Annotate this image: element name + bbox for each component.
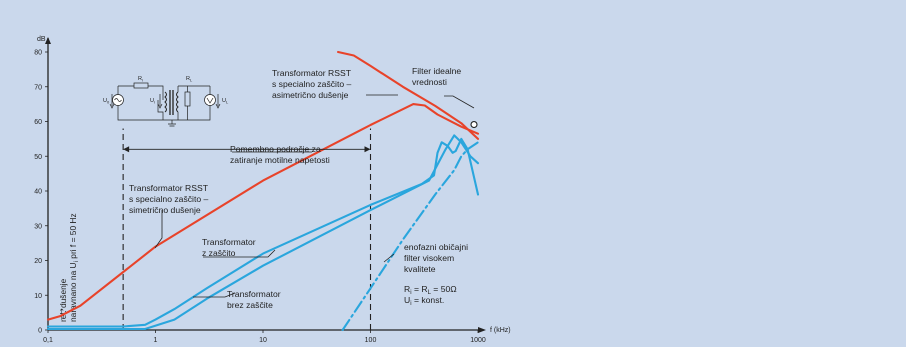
y-tick-label: 80 bbox=[34, 50, 42, 57]
y-side-label-line2: naravnano na U bbox=[68, 262, 78, 322]
circuit-left-wire bbox=[118, 85, 164, 120]
y-side-label-sub: i bbox=[74, 261, 80, 262]
x-ticks: 0,1 1 10 100 1000 bbox=[43, 330, 486, 344]
leader-lines bbox=[154, 94, 475, 298]
resistor-ri bbox=[133, 82, 149, 89]
series-line-5 bbox=[341, 141, 480, 332]
series-line-3 bbox=[46, 137, 480, 328]
ann-voltage-equation: Ui = konst. bbox=[404, 295, 444, 307]
x-tick-label: 1 bbox=[154, 337, 158, 344]
series-line-2 bbox=[337, 50, 480, 140]
series-line-4 bbox=[46, 134, 480, 331]
meter-ul bbox=[204, 94, 216, 106]
label-u0: U0 bbox=[103, 98, 110, 105]
label-rl: RL bbox=[186, 76, 193, 83]
source-u0-wave bbox=[114, 98, 122, 102]
range-arrow-left-head bbox=[123, 146, 130, 153]
y-axis-side-label-2: naravnano na Ui pri f = 50 Hz bbox=[68, 213, 80, 322]
y-tick-label: 40 bbox=[34, 189, 42, 196]
range-markers bbox=[122, 128, 372, 330]
ann-important-range: Pomembno področje za zatiranje motilne n… bbox=[230, 144, 330, 165]
series-line-1 bbox=[46, 103, 480, 321]
transformer-primary-coil bbox=[164, 91, 167, 113]
label-ul: UL bbox=[222, 98, 229, 105]
y-tick-label: 60 bbox=[34, 119, 42, 126]
ann-resistor-equation: Ri = RL = 50Ω bbox=[404, 284, 457, 296]
ann-rsst-sym: Transformator RSST s specialno zaščito –… bbox=[129, 183, 211, 215]
leader-single-phase bbox=[383, 253, 395, 263]
leader-ideal-filter bbox=[444, 95, 475, 109]
y-tick-label: 30 bbox=[34, 223, 42, 230]
x-axis-label: f (kHz) bbox=[490, 327, 511, 334]
x-tick-label: 10 bbox=[259, 337, 267, 344]
x-tick-label: 0,1 bbox=[43, 337, 53, 344]
y-side-label-line1: rel. dušenje bbox=[58, 278, 68, 322]
ann-without-protection: Transformator brez zaščite bbox=[227, 289, 283, 310]
meter-ul-glyph bbox=[206, 97, 214, 104]
y-tick-label: 20 bbox=[34, 258, 42, 265]
leader-with-protection bbox=[203, 249, 276, 258]
transformer-secondary-coil bbox=[176, 91, 179, 113]
important-range-arrow bbox=[123, 146, 371, 153]
y-tick-label: 50 bbox=[34, 154, 42, 161]
x-tick-label: 1000 bbox=[470, 337, 486, 344]
y-tick-label: 70 bbox=[34, 84, 42, 91]
circuit-labels: U0 Ri Ui RL UL bbox=[103, 76, 229, 105]
y-side-label-line3: pri f = 50 Hz bbox=[68, 213, 78, 261]
y-axis-label: dB bbox=[37, 36, 46, 43]
circuit-diagram bbox=[109, 82, 221, 127]
ann-with-protection: Transformator z zaščito bbox=[202, 237, 258, 258]
label-ui: Ui bbox=[150, 98, 155, 105]
y-axis-arrow bbox=[45, 37, 51, 44]
series-lines bbox=[46, 50, 480, 332]
ann-single-phase-filter: enofazni običajni filter visokem kvalite… bbox=[404, 242, 470, 274]
y-ticks: 0 10 20 30 40 50 60 70 80 bbox=[34, 50, 48, 335]
y-tick-label: 0 bbox=[38, 328, 42, 335]
x-tick-label: 100 bbox=[365, 337, 377, 344]
ann-rsst-asym: Transformator RSST s specialno zaščito –… bbox=[272, 68, 354, 100]
y-tick-label: 10 bbox=[34, 293, 42, 300]
range-arrow-right-head bbox=[364, 146, 371, 153]
arrow-ul bbox=[215, 94, 221, 109]
leader-without-protection bbox=[193, 292, 236, 298]
x-axis-arrow bbox=[478, 327, 486, 333]
leader-rsst-sym bbox=[154, 210, 163, 249]
arrow-u0 bbox=[109, 94, 115, 109]
ann-ideal-filter: Filter idealne vrednosti bbox=[412, 66, 464, 87]
arrow-ui bbox=[157, 94, 163, 109]
ideal-filter-point bbox=[470, 121, 478, 129]
ground-symbol bbox=[168, 123, 176, 127]
label-ri: Ri bbox=[138, 76, 143, 83]
